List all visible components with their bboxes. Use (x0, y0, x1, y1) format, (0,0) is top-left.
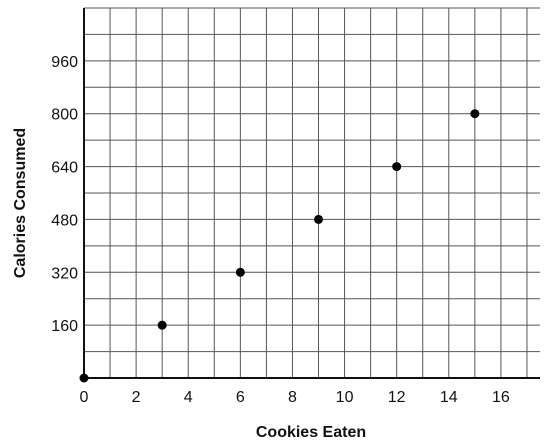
x-tick-label: 10 (336, 389, 354, 406)
y-tick-labels: 160 320 480 640 800 960 (51, 54, 78, 335)
x-tick-label: 0 (80, 389, 89, 406)
y-tick-label: 320 (51, 265, 78, 282)
x-tick-label: 14 (440, 389, 458, 406)
y-tick-label: 480 (51, 212, 78, 229)
x-tick-label: 12 (388, 389, 406, 406)
x-tick-labels: 0 2 4 6 8 10 12 14 16 (80, 389, 510, 406)
y-tick-label: 640 (51, 160, 78, 177)
y-tick-label: 800 (51, 107, 78, 124)
grid (84, 7, 540, 378)
data-point (157, 320, 167, 330)
data-point (392, 162, 402, 172)
y-tick-label: 960 (51, 54, 78, 71)
x-tick-label: 8 (288, 389, 297, 406)
data-points (79, 109, 480, 383)
data-point (314, 214, 324, 224)
axes (83, 8, 540, 379)
x-tick-label: 2 (132, 389, 141, 406)
x-tick-label: 4 (184, 389, 193, 406)
data-point (470, 109, 480, 119)
y-tick-label: 160 (51, 318, 78, 335)
x-axis-title: Cookies Eaten (256, 424, 366, 441)
x-tick-label: 6 (236, 389, 245, 406)
data-point (79, 373, 89, 383)
x-tick-label: 16 (492, 389, 510, 406)
data-point (235, 267, 245, 277)
y-axis-title: Calories Consumed (12, 128, 29, 278)
